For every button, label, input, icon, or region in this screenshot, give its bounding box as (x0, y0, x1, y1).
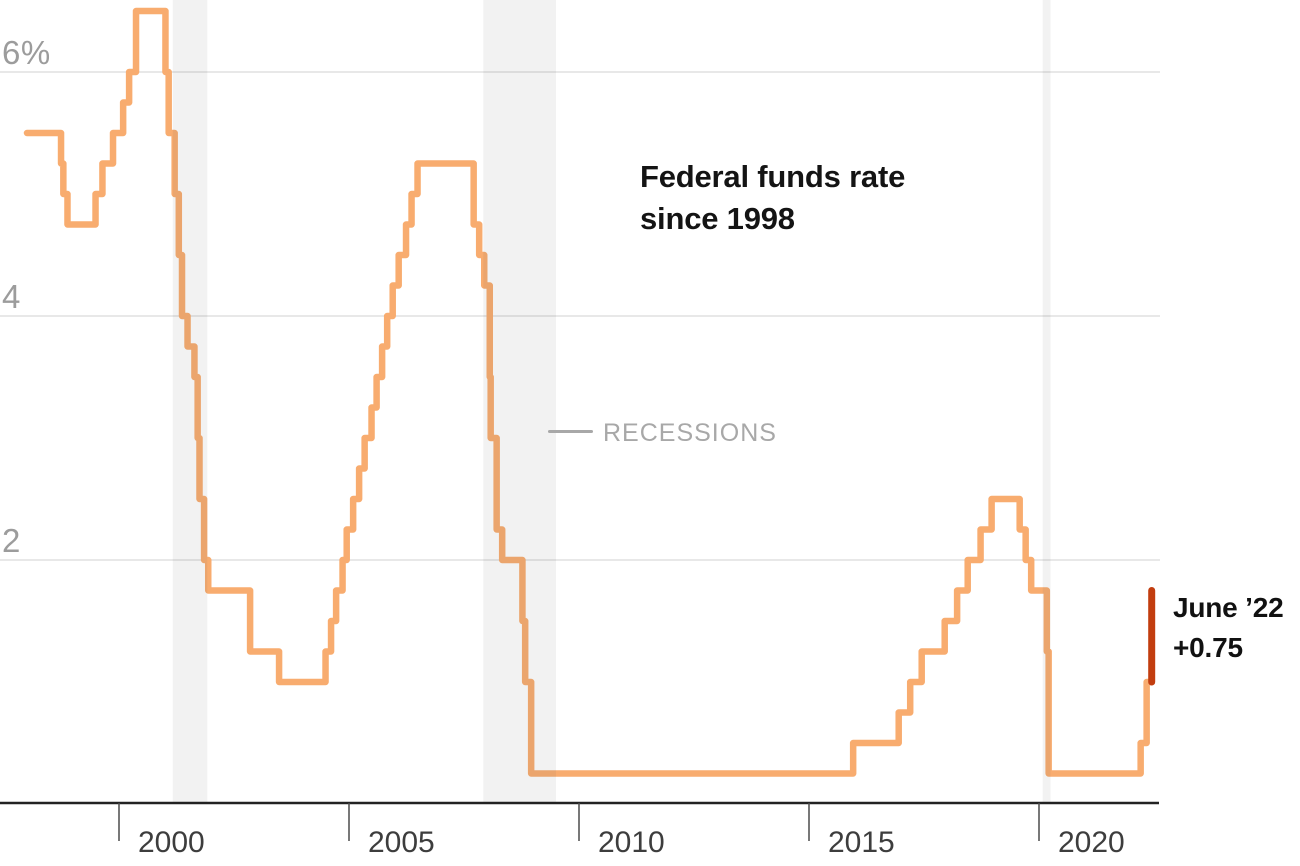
recession-band-1 (172, 0, 208, 803)
recession-band-3 (1042, 0, 1051, 803)
x-axis-label-2020: 2020 (1058, 826, 1125, 859)
chart-title-line1: Federal funds rate (640, 159, 906, 194)
legend-label: RECESSIONS (603, 419, 777, 447)
y-axis-label-6: 6% (2, 34, 51, 71)
chart-title-line2: since 1998 (640, 201, 795, 236)
fed-funds-rate-line (23, 7, 1155, 777)
recession-band-2 (483, 0, 556, 803)
annotation-line2: +0.75 (1173, 632, 1243, 663)
annotation-line1: June ’22 (1173, 592, 1284, 623)
june-hike-annotation: June ’22 +0.75 (1173, 588, 1284, 668)
y-axis-label-2: 2 (2, 522, 21, 559)
x-axis-label-2015: 2015 (828, 826, 895, 859)
x-axis-label-2005: 2005 (368, 826, 435, 859)
legend-dash-icon (548, 430, 593, 433)
y-axis-label-4: 4 (2, 278, 21, 315)
chart-title: Federal funds rate since 1998 (640, 156, 905, 240)
x-axis-label-2010: 2010 (598, 826, 665, 859)
x-axis-label-2000: 2000 (138, 826, 205, 859)
